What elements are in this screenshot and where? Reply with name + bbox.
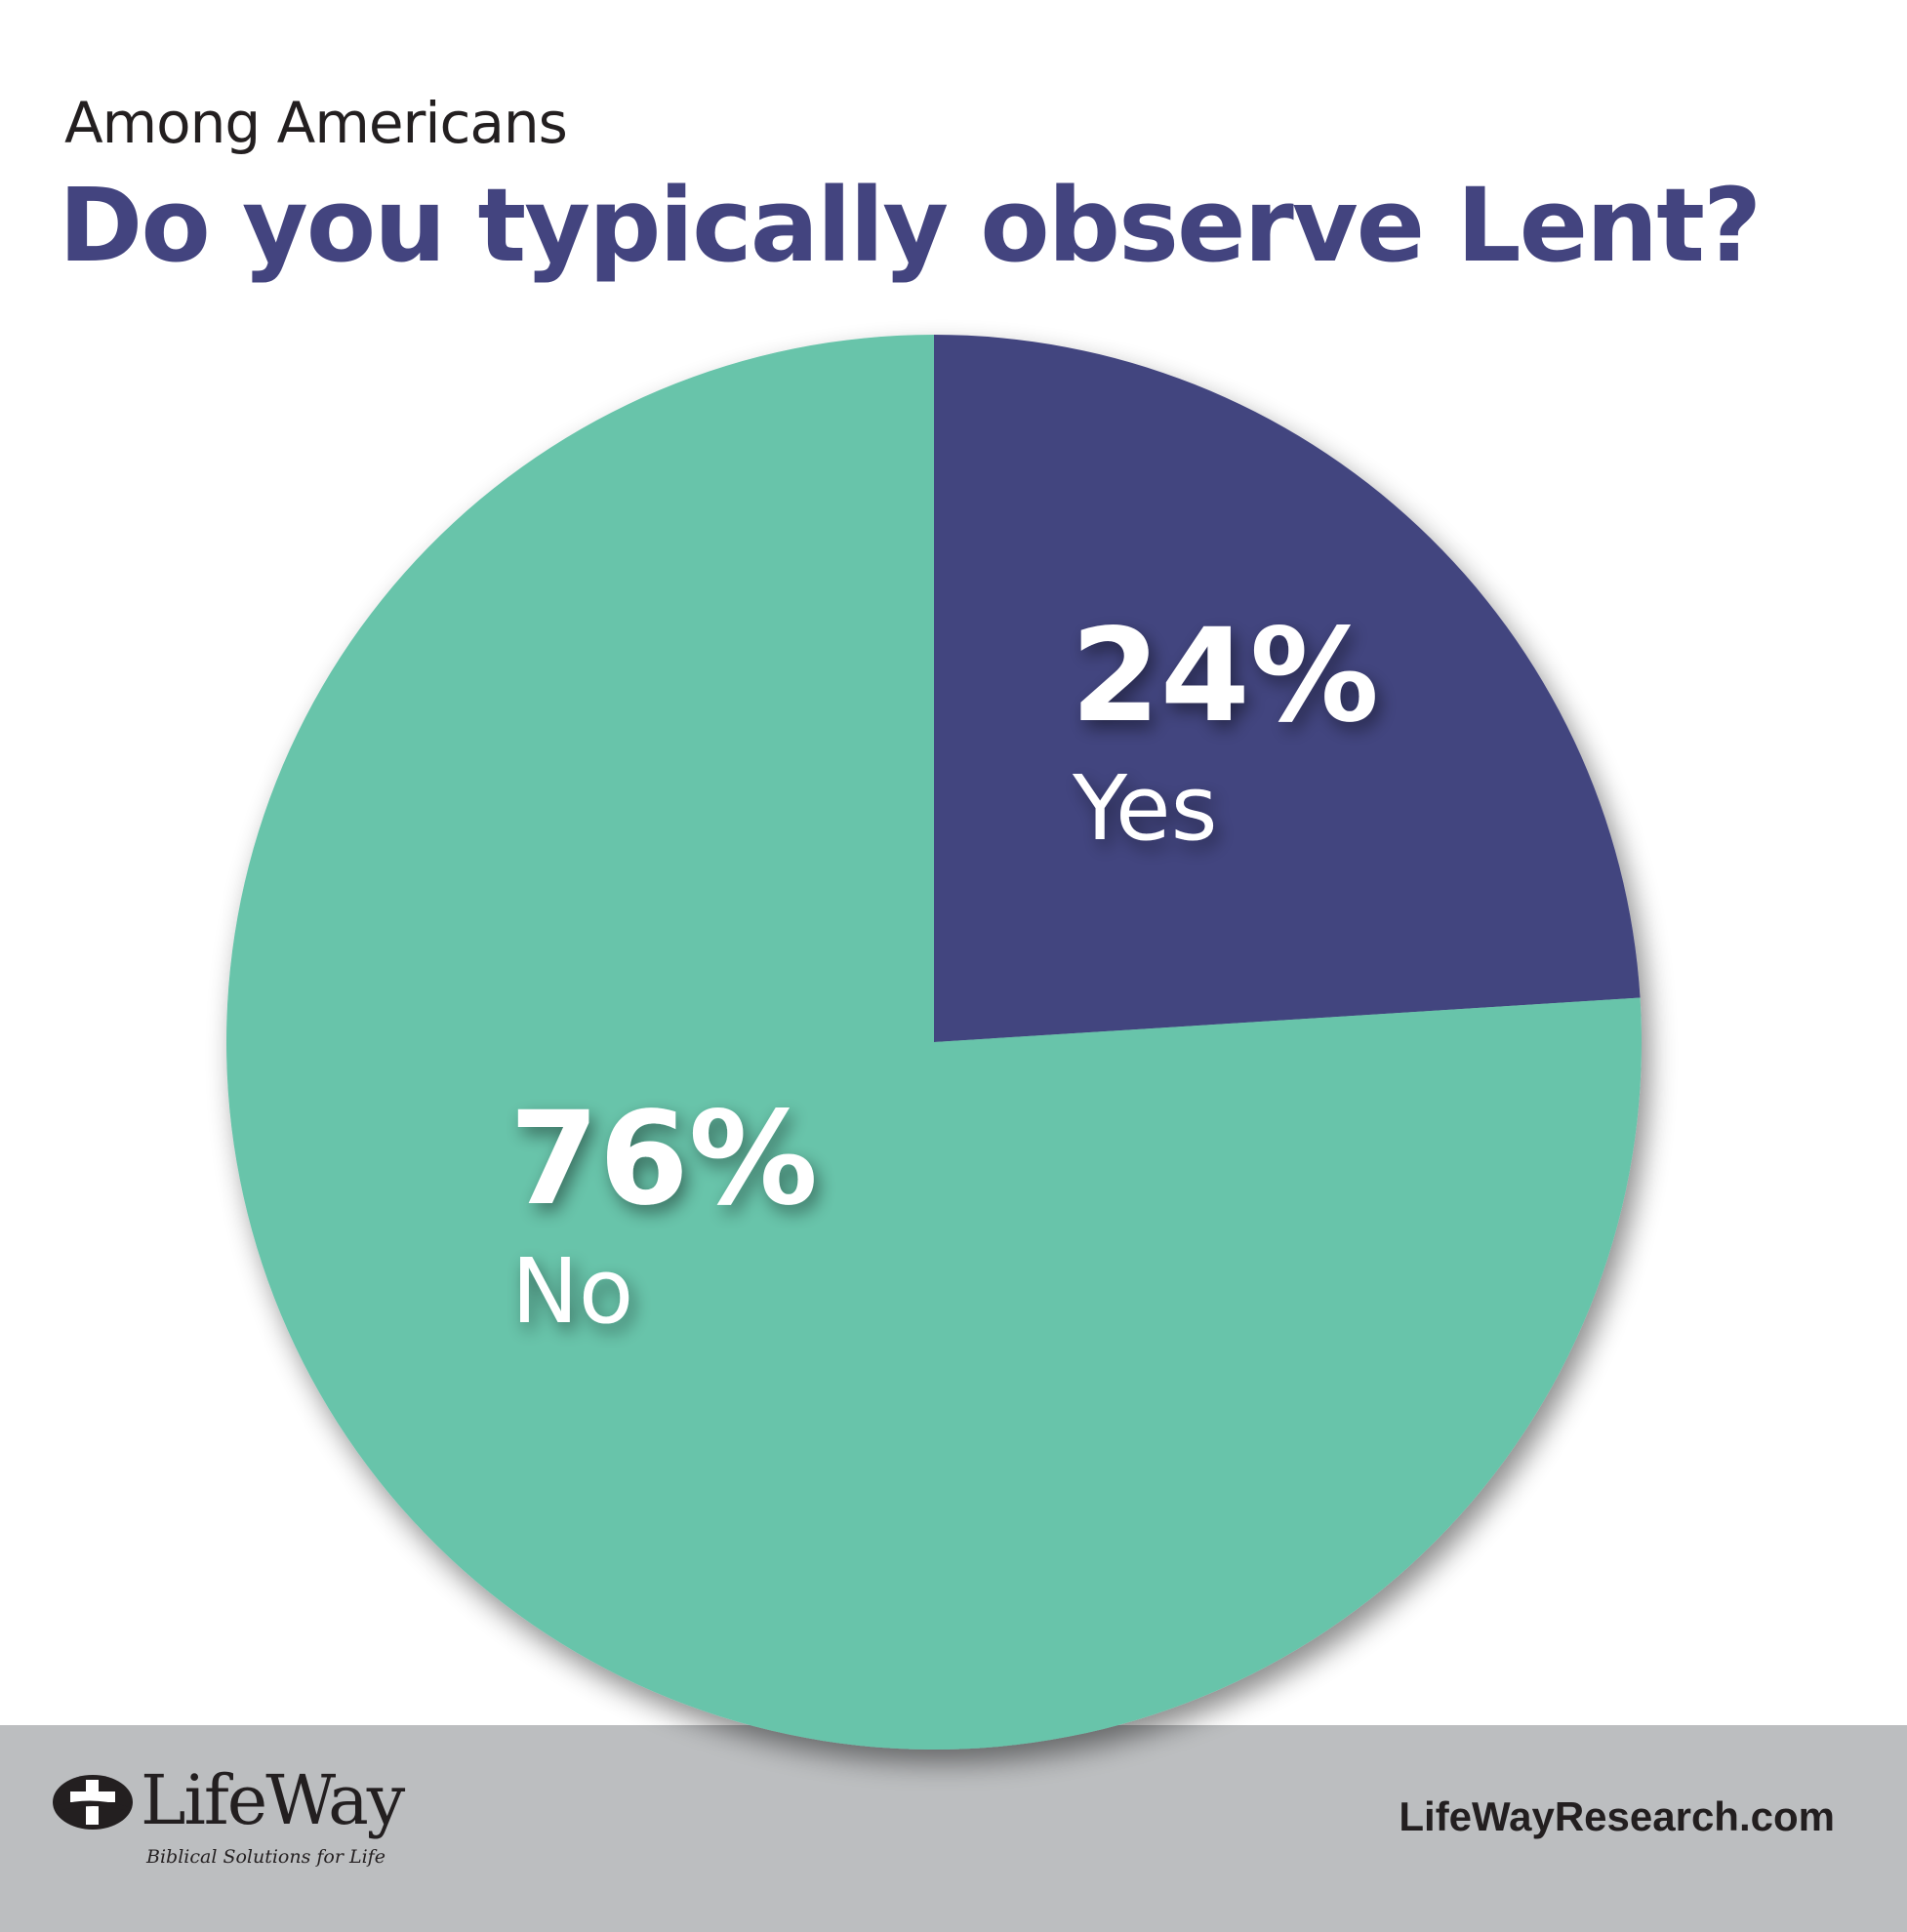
lifeway-logo: LifeWay Biblical Solutions for Life (51, 1760, 405, 1872)
slice-category-label-no: No (511, 1239, 633, 1344)
chart-subtitle: Among Americans (64, 90, 568, 156)
lifeway-logo-icon (53, 1775, 133, 1830)
pie-slice-yes (934, 335, 1641, 1042)
slice-value-label-no: 76% (509, 1084, 818, 1234)
logo-tagline: Biblical Solutions for Life (146, 1846, 385, 1868)
pie-slice-no (225, 335, 1642, 1751)
logo-wordmark: LifeWay (141, 1760, 405, 1840)
website-link[interactable]: LifeWayResearch.com (1399, 1793, 1835, 1839)
slice-value-label-yes: 24% (1071, 601, 1379, 751)
footer-bar (0, 1725, 1907, 1932)
chart-title: Do you typically observe Lent? (59, 166, 1762, 285)
slice-category-label-yes: Yes (1072, 756, 1218, 861)
